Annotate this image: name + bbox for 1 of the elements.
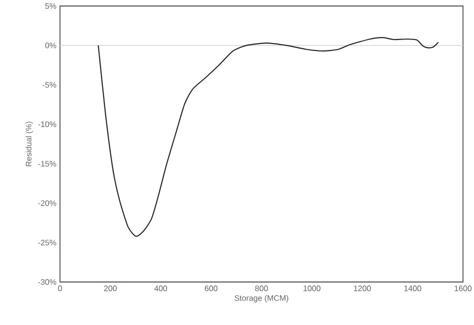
line-series (98, 36, 439, 237)
